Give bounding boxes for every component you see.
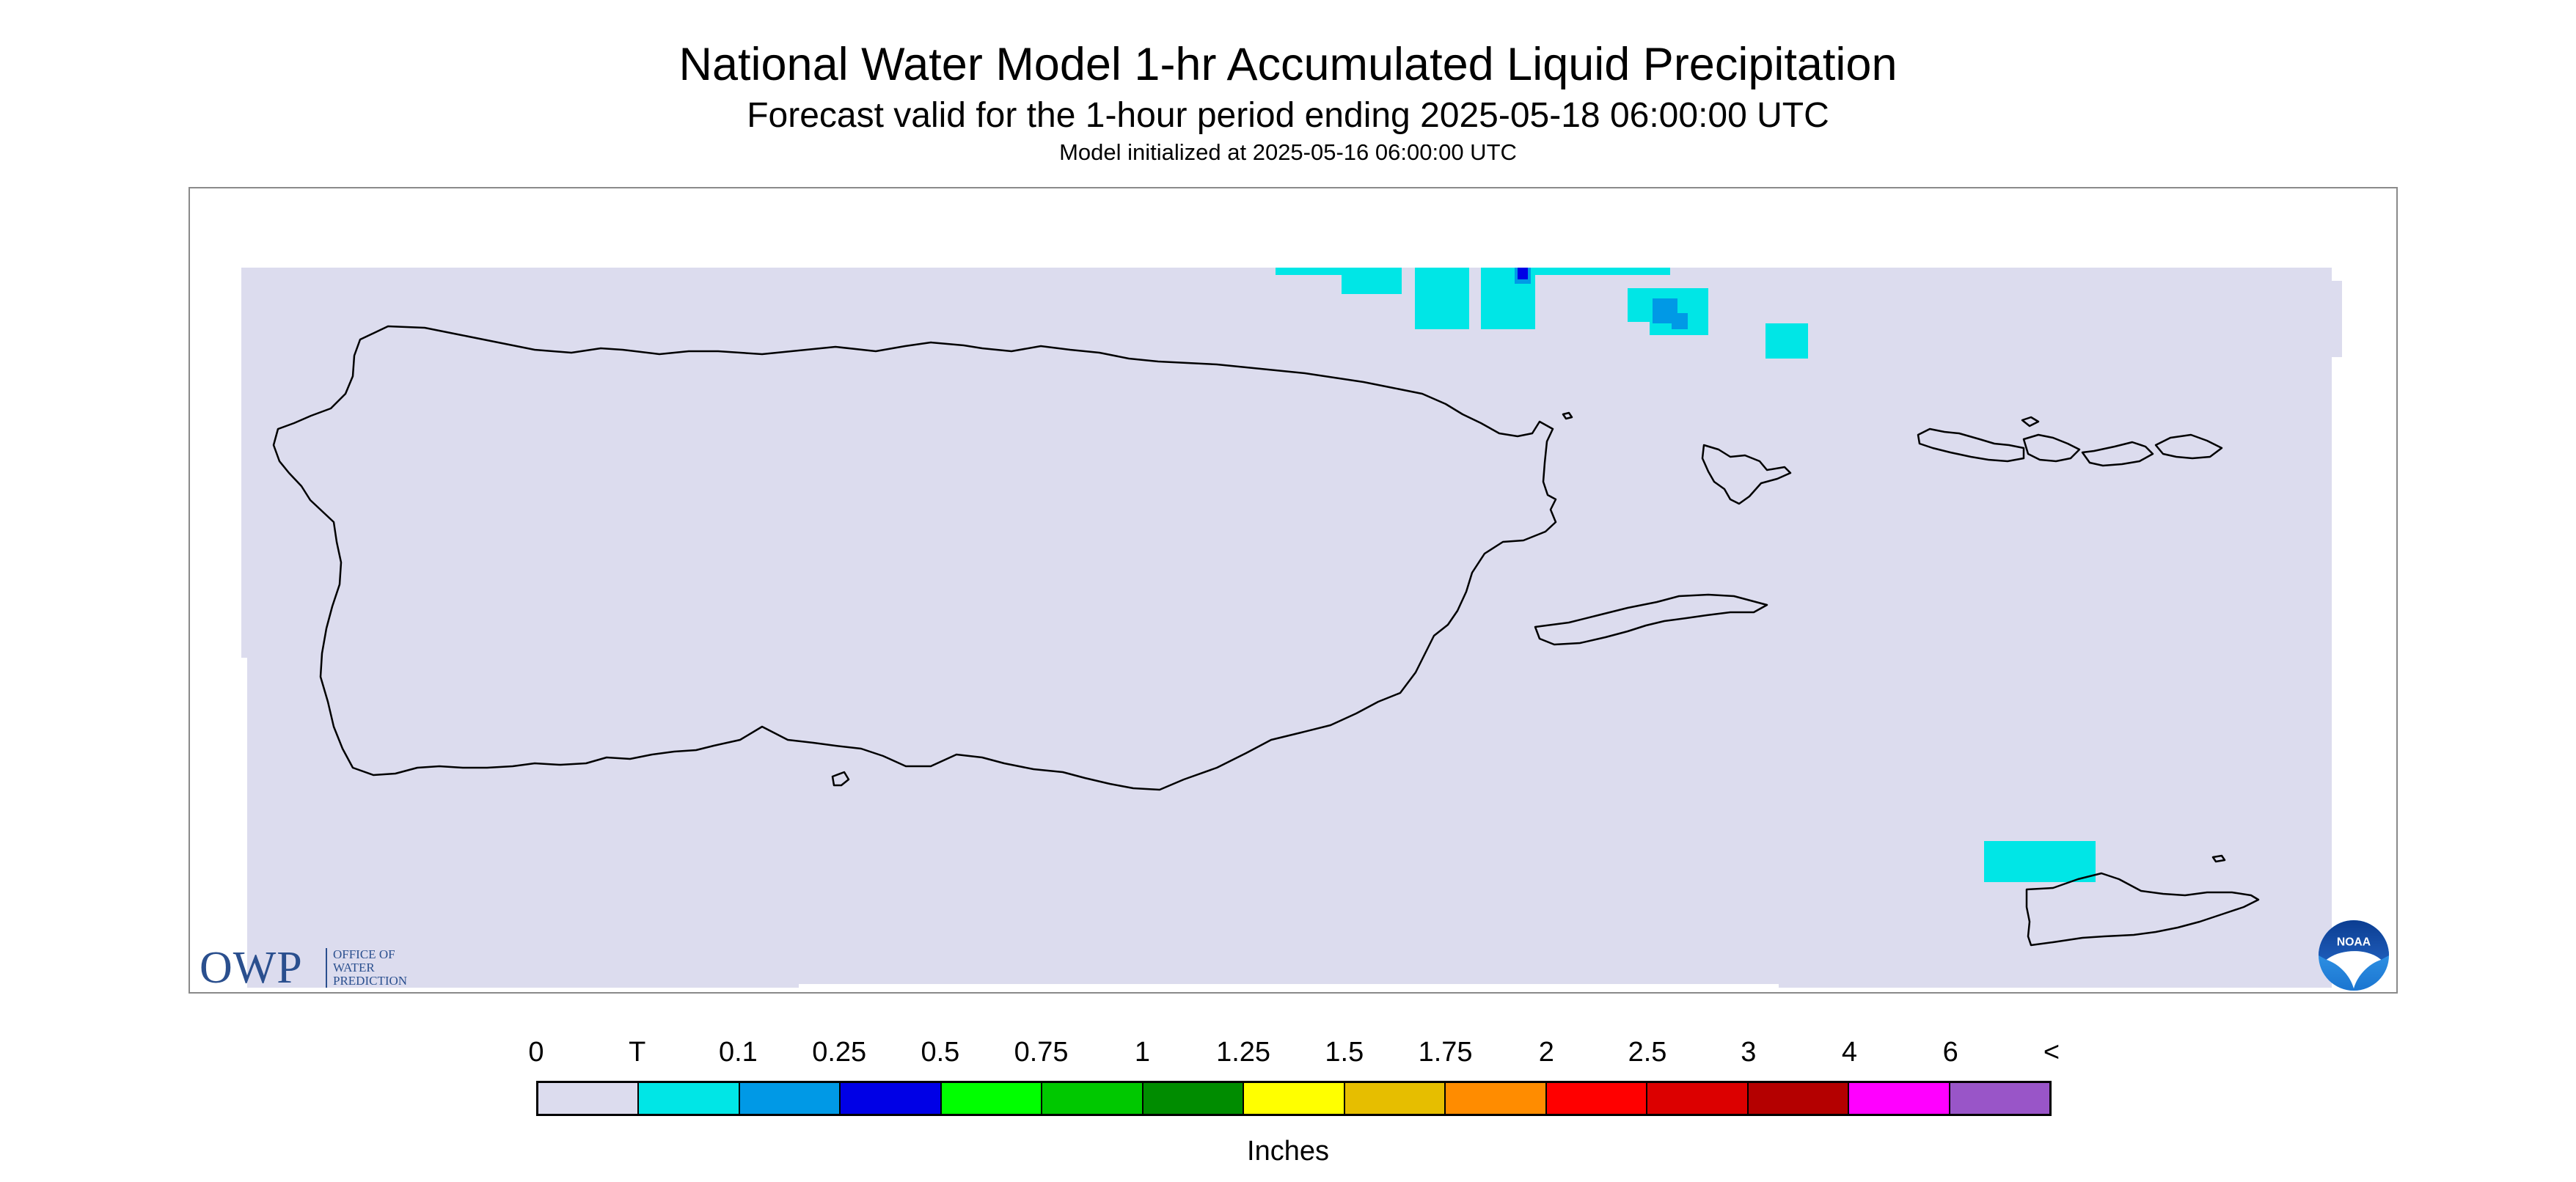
legend-swatch <box>1849 1083 1950 1114</box>
legend-swatch <box>1748 1083 1850 1114</box>
legend-swatch <box>1042 1083 1144 1114</box>
puerto-rico-coastline <box>272 325 1557 791</box>
legend-swatch <box>1244 1083 1345 1114</box>
jost-van-dyke-coastline <box>2021 416 2040 427</box>
tortola-coastline <box>2081 441 2154 467</box>
culebra-coastline <box>1701 444 1792 505</box>
legend-swatch <box>941 1083 1043 1114</box>
model-init-time: Model initialized at 2025-05-16 06:00:00… <box>1059 139 1517 165</box>
precip-cell-0.25 <box>1518 268 1528 279</box>
legend-swatch <box>1647 1083 1749 1114</box>
legend-label: 3 <box>1741 1037 1757 1068</box>
legend-label: 1.25 <box>1216 1037 1271 1068</box>
legend-swatch <box>739 1083 841 1114</box>
precip-cell <box>1535 268 1628 275</box>
owp-logo-line: OFFICE OF <box>333 947 395 961</box>
noaa-logo: NOAA <box>2318 919 2390 991</box>
legend-labels: 0 T 0.1 0.25 0.5 0.75 1 1.25 1.5 1.75 2 … <box>0 1034 2576 1071</box>
legend-label: < <box>2043 1037 2060 1068</box>
legend-label: 0 <box>528 1037 544 1068</box>
owp-logo-text: OWP <box>200 943 303 993</box>
virgin-gorda-coastline <box>2154 433 2223 460</box>
legend-swatch <box>1546 1083 1648 1114</box>
owp-logo-line: PREDICTION <box>333 974 408 988</box>
st-john-coastline <box>2022 433 2081 463</box>
owp-logo-divider <box>326 948 327 988</box>
legend-swatch <box>1143 1083 1245 1114</box>
coastlines <box>272 325 2260 947</box>
legend-swatch <box>1446 1083 1547 1114</box>
legend-label: 4 <box>1841 1037 1858 1068</box>
legend-label: T <box>629 1037 646 1068</box>
legend-label: 1.5 <box>1325 1037 1364 1068</box>
desecheo-coastline <box>1562 411 1573 420</box>
precip-cells <box>1276 268 2096 882</box>
legend-label: 1.75 <box>1418 1037 1473 1068</box>
map-title: National Water Model 1-hr Accumulated Li… <box>678 39 1898 90</box>
precip-cell <box>1276 268 1393 275</box>
caja-de-muertos-coastline <box>831 771 850 787</box>
legend-label: 1 <box>1134 1037 1150 1068</box>
noaa-logo-text: NOAA <box>2337 936 2371 948</box>
legend-label: 6 <box>1942 1037 1958 1068</box>
legend-swatch <box>841 1083 942 1114</box>
precip-cell-0.1 <box>1672 313 1688 329</box>
legend-swatch <box>1950 1083 2050 1114</box>
legend-swatch <box>639 1083 740 1114</box>
precip-cell <box>1765 323 1808 359</box>
owp-logo-line: WATER <box>333 961 375 974</box>
precip-cell <box>1628 268 1670 275</box>
legend-label: 0.5 <box>921 1037 960 1068</box>
st-croix-coastline <box>2025 872 2260 947</box>
legend-label: 0.1 <box>718 1037 758 1068</box>
map-subtitle: Forecast valid for the 1-hour period end… <box>747 96 1829 135</box>
precip-cell <box>1342 268 1402 294</box>
owp-logo-subtitle: OFFICE OF WATER PREDICTION <box>333 948 480 988</box>
legend-colorbar <box>536 1081 2052 1116</box>
precipitation-map <box>241 268 2342 988</box>
legend-label: 2 <box>1538 1037 1554 1068</box>
map-frame <box>189 187 2398 994</box>
precip-cell <box>1984 841 2096 882</box>
vieques-coastline <box>1534 593 1768 646</box>
legend-units: Inches <box>1247 1136 1329 1167</box>
legend-label: 2.5 <box>1628 1037 1667 1068</box>
precip-cell <box>1415 268 1469 329</box>
legend-label: 0.75 <box>1014 1037 1069 1068</box>
legend-swatch <box>538 1083 640 1114</box>
model-domain <box>241 268 2342 988</box>
legend-swatch <box>1344 1083 1446 1114</box>
buck-island-coastline <box>2211 854 2226 863</box>
legend-label: 0.25 <box>812 1037 867 1068</box>
st-thomas-coastline <box>1917 427 2025 463</box>
